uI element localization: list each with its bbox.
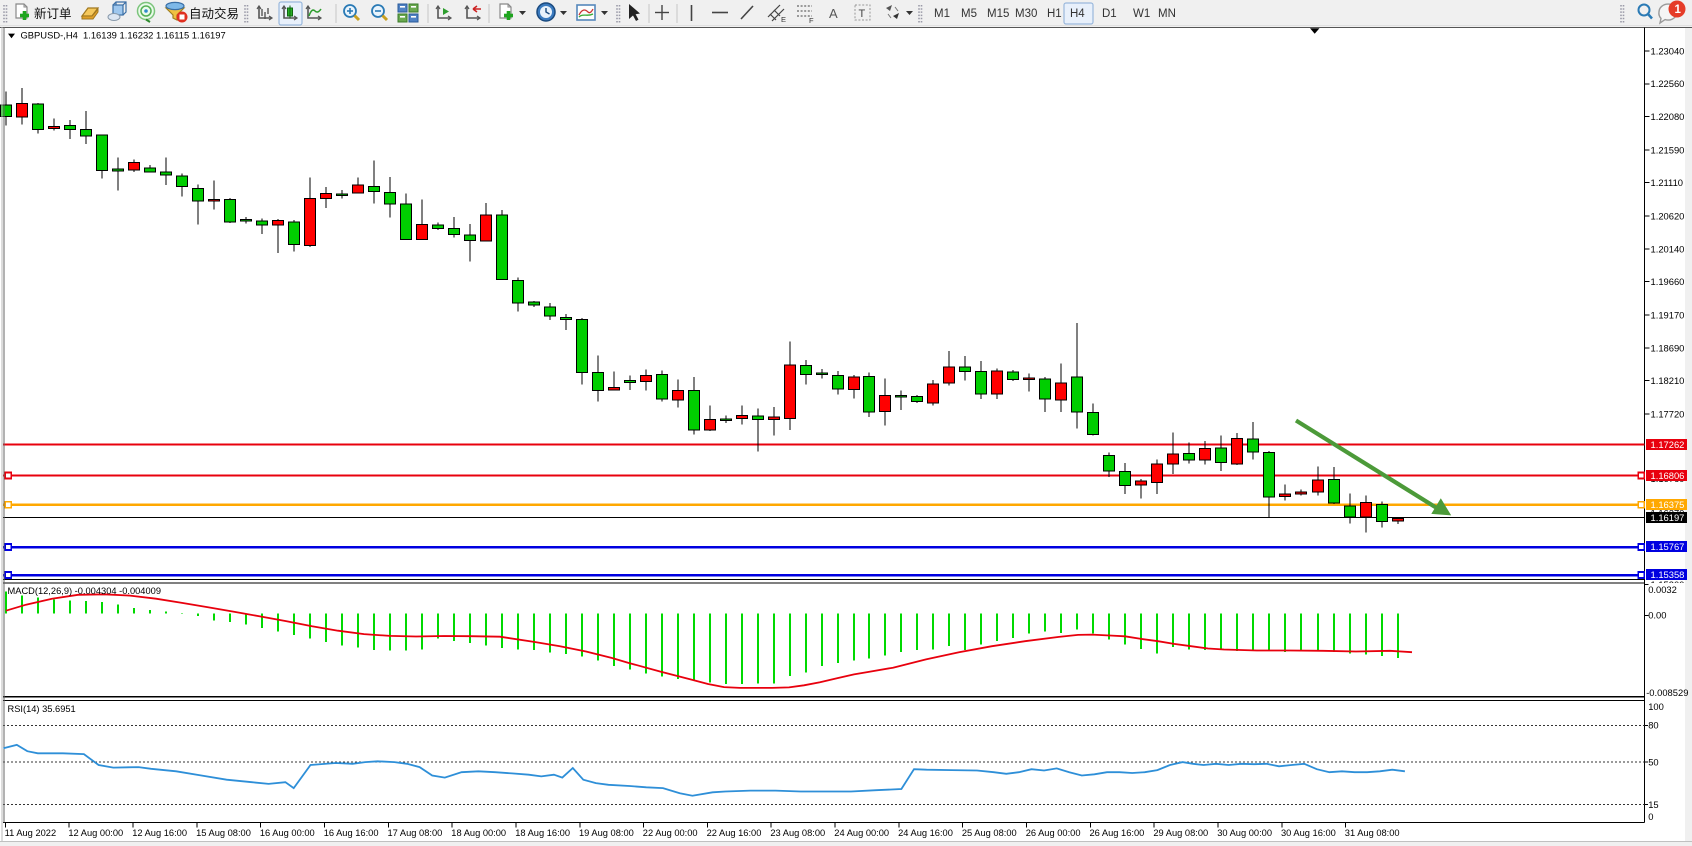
svg-text:W1: W1 — [1133, 8, 1150, 20]
svg-text:1.21590: 1.21590 — [1651, 144, 1685, 155]
svg-text:16 Aug 00:00: 16 Aug 00:00 — [260, 828, 315, 838]
svg-text:1.19170: 1.19170 — [1651, 310, 1685, 321]
svg-text:1.16197: 1.16197 — [1651, 512, 1685, 523]
svg-text:18 Aug 00:00: 18 Aug 00:00 — [451, 828, 506, 838]
svg-text:15 Aug 08:00: 15 Aug 08:00 — [196, 828, 251, 838]
svg-text:31 Aug 08:00: 31 Aug 08:00 — [1345, 828, 1400, 838]
svg-text:F: F — [809, 16, 814, 25]
svg-text:30 Aug 00:00: 30 Aug 00:00 — [1217, 828, 1272, 838]
svg-text:1.17262: 1.17262 — [1651, 439, 1685, 450]
svg-text:19 Aug 08:00: 19 Aug 08:00 — [579, 828, 634, 838]
svg-text:新订单: 新订单 — [34, 6, 72, 21]
svg-text:22 Aug 00:00: 22 Aug 00:00 — [643, 828, 698, 838]
svg-text:0.00: 0.00 — [1648, 610, 1666, 621]
svg-text:23 Aug 08:00: 23 Aug 08:00 — [770, 828, 825, 838]
svg-text:A: A — [829, 6, 838, 21]
svg-text:29 Aug 08:00: 29 Aug 08:00 — [1153, 828, 1208, 838]
svg-text:1.19660: 1.19660 — [1651, 276, 1685, 287]
svg-text:1.15358: 1.15358 — [1651, 569, 1685, 580]
svg-text:12 Aug 16:00: 12 Aug 16:00 — [132, 828, 187, 838]
svg-text:1.15300: 1.15300 — [1651, 579, 1685, 590]
svg-text:1.16806: 1.16806 — [1651, 470, 1685, 481]
svg-text:1.23040: 1.23040 — [1651, 45, 1685, 56]
svg-text:24 Aug 00:00: 24 Aug 00:00 — [834, 828, 889, 838]
svg-text:M15: M15 — [987, 8, 1009, 20]
svg-text:-0.008529: -0.008529 — [1646, 687, 1688, 698]
svg-text:1.21110: 1.21110 — [1651, 177, 1684, 188]
svg-text:22 Aug 16:00: 22 Aug 16:00 — [707, 828, 762, 838]
svg-text:1.17720: 1.17720 — [1651, 409, 1685, 420]
svg-text:30 Aug 16:00: 30 Aug 16:00 — [1281, 828, 1336, 838]
svg-text:12 Aug 00:00: 12 Aug 00:00 — [68, 828, 123, 838]
svg-text:MACD(12,26,9) -0.004304 -0.004: MACD(12,26,9) -0.004304 -0.004009 — [8, 586, 162, 596]
svg-text:17 Aug 08:00: 17 Aug 08:00 — [388, 828, 443, 838]
svg-text:0: 0 — [1648, 811, 1653, 822]
svg-text:24 Aug 16:00: 24 Aug 16:00 — [898, 828, 953, 838]
svg-text:80: 80 — [1648, 720, 1658, 731]
svg-text:100: 100 — [1648, 701, 1664, 712]
svg-text:1.20620: 1.20620 — [1651, 211, 1685, 222]
svg-text:自动交易: 自动交易 — [189, 6, 239, 21]
svg-text:1.16375: 1.16375 — [1651, 499, 1685, 510]
svg-text:M5: M5 — [961, 8, 977, 20]
svg-text:1.22560: 1.22560 — [1651, 78, 1685, 89]
svg-text:1.22080: 1.22080 — [1651, 111, 1685, 122]
svg-text:26 Aug 00:00: 26 Aug 00:00 — [1026, 828, 1081, 838]
svg-text:18 Aug 16:00: 18 Aug 16:00 — [515, 828, 570, 838]
svg-text:GBPUSD-,H4 1.16139 1.16232 1.: GBPUSD-,H4 1.16139 1.16232 1.16115 1.161… — [21, 30, 226, 41]
svg-text:1: 1 — [1675, 4, 1682, 16]
svg-text:1.18690: 1.18690 — [1651, 342, 1685, 353]
svg-text:1.15767: 1.15767 — [1651, 541, 1685, 552]
svg-text:T: T — [859, 8, 866, 20]
svg-text:H1: H1 — [1047, 8, 1062, 20]
svg-text:M1: M1 — [934, 8, 950, 20]
svg-text:0.0032: 0.0032 — [1648, 584, 1677, 595]
svg-text:50: 50 — [1648, 756, 1658, 767]
svg-text:MN: MN — [1158, 8, 1176, 20]
svg-text:E: E — [781, 15, 786, 24]
svg-text:M30: M30 — [1015, 8, 1037, 20]
svg-text:1.20140: 1.20140 — [1651, 243, 1685, 254]
svg-text:H4: H4 — [1070, 8, 1085, 20]
svg-text:16 Aug 16:00: 16 Aug 16:00 — [324, 828, 379, 838]
svg-text:D1: D1 — [1102, 8, 1117, 20]
svg-text:26 Aug 16:00: 26 Aug 16:00 — [1090, 828, 1145, 838]
svg-text:25 Aug 08:00: 25 Aug 08:00 — [962, 828, 1017, 838]
svg-text:1.18210: 1.18210 — [1651, 375, 1685, 386]
svg-text:11 Aug 2022: 11 Aug 2022 — [5, 828, 57, 838]
svg-text:RSI(14) 35.6951: RSI(14) 35.6951 — [8, 704, 76, 714]
svg-text:15: 15 — [1648, 799, 1658, 810]
